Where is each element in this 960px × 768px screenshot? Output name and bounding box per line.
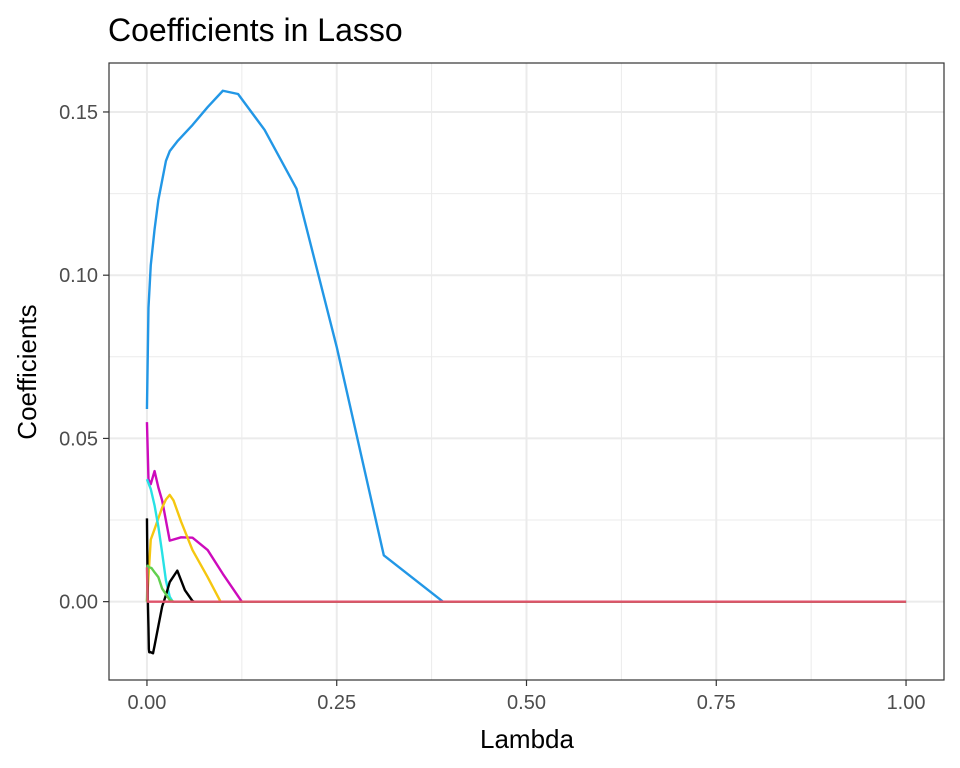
chart-title: Coefficients in Lasso: [108, 12, 403, 48]
x-tick-label: 1.00: [887, 692, 926, 714]
x-axis: 0.00 0.25 0.50 0.75 1.00: [127, 680, 926, 714]
series-line-2: [145, 422, 907, 603]
y-tick-label: 0.10: [59, 265, 98, 287]
series-line-1: [145, 89, 907, 603]
y-tick-label: 0.05: [59, 428, 98, 450]
x-axis-title: Lambda: [480, 724, 574, 754]
y-tick-label: 0.00: [59, 592, 98, 614]
y-tick-label: 0.15: [59, 102, 98, 124]
y-axis-title: Coefficients: [12, 304, 42, 439]
x-tick-label: 0.75: [697, 692, 736, 714]
x-tick-label: 0.50: [507, 692, 546, 714]
x-tick-label: 0.25: [317, 692, 356, 714]
series-line-7: [145, 567, 907, 603]
series-line-5: [145, 518, 907, 655]
series-line-3: [145, 493, 907, 603]
x-tick-label: 0.00: [127, 692, 166, 714]
series-lines: [145, 89, 907, 655]
y-axis: 0.00 0.05 0.10 0.15: [59, 102, 109, 614]
